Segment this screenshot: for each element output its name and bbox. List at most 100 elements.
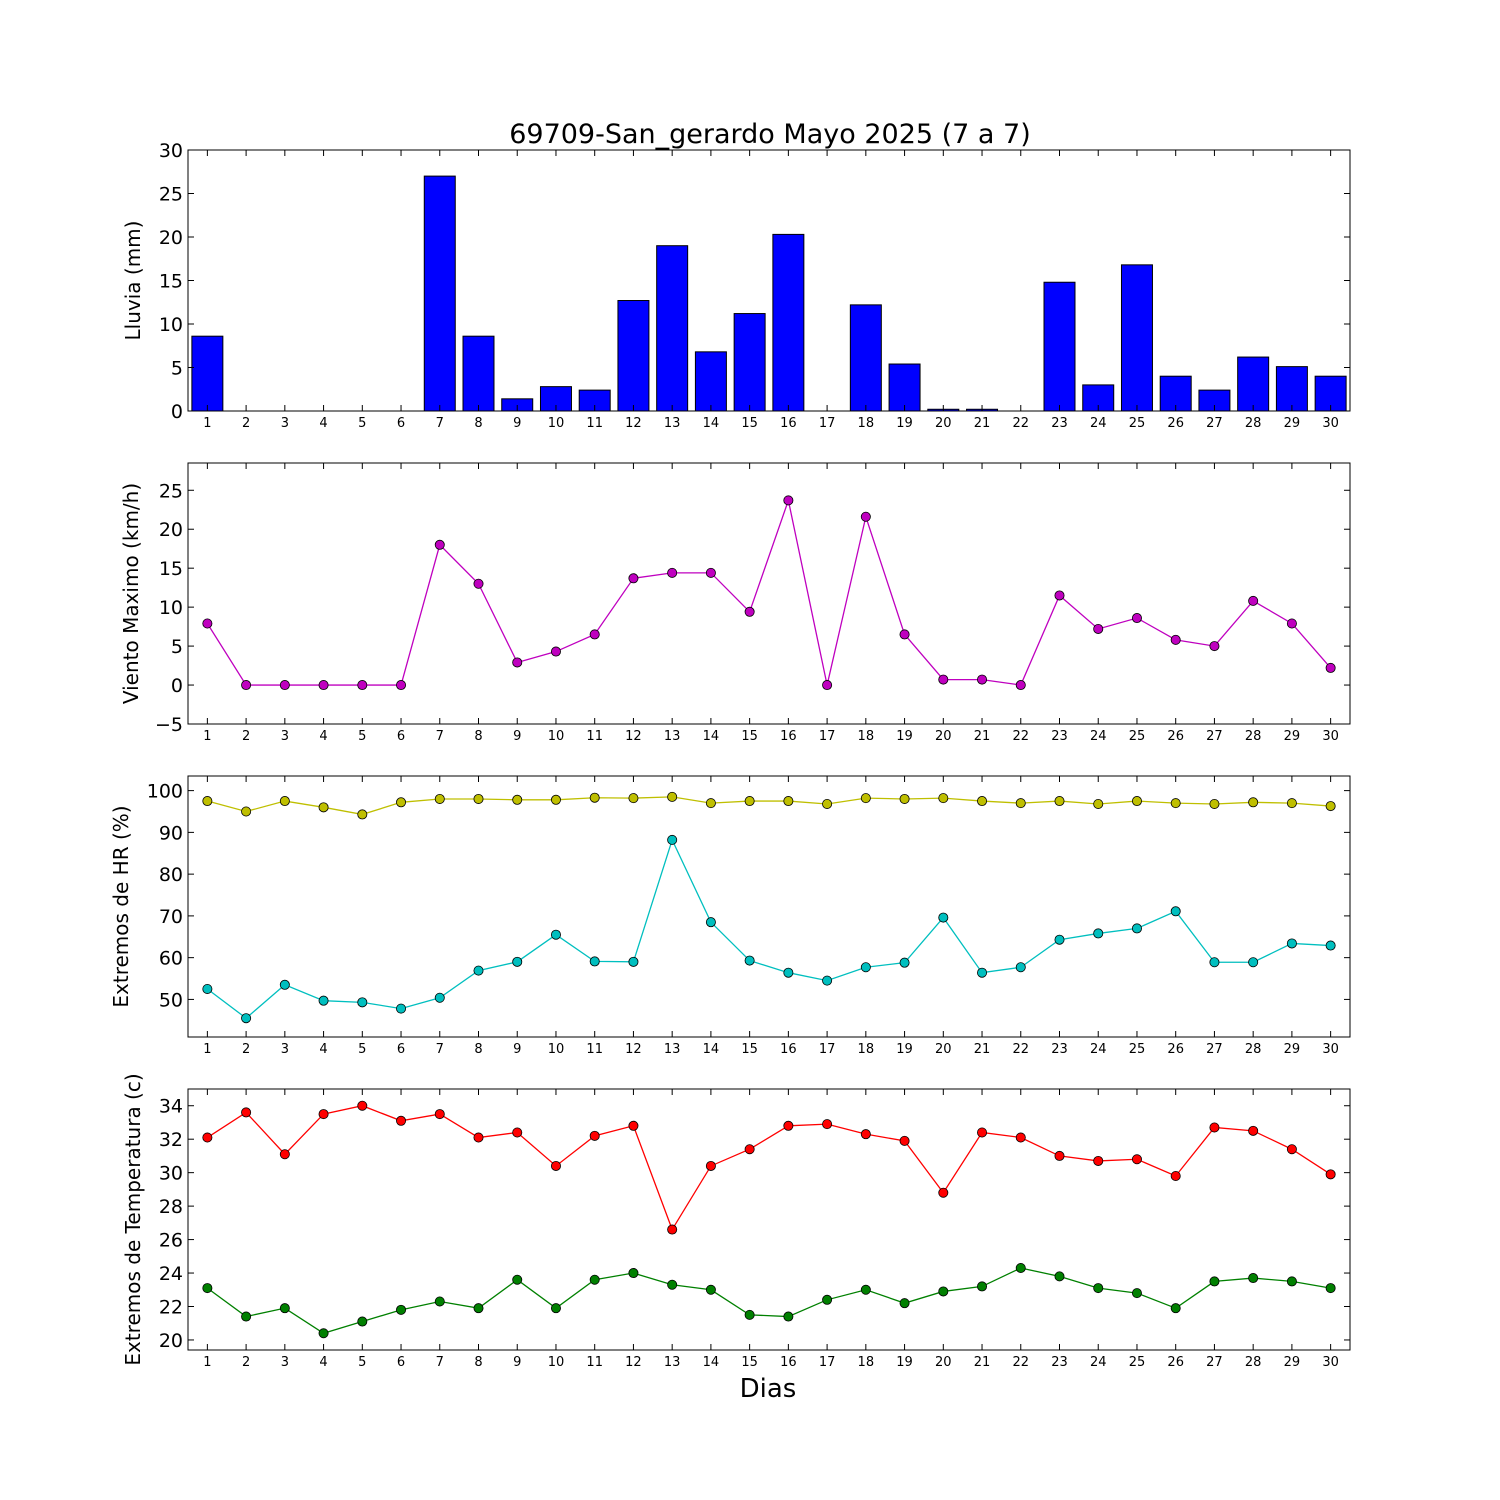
point-s2-day-9: [512, 1274, 523, 1285]
point-s1-day-30: [1325, 662, 1336, 673]
point-s2-day-15: [744, 955, 755, 966]
x-tick-label: 16: [780, 729, 797, 744]
x-tick-label: 28: [1245, 416, 1262, 431]
point-s1-day-22: [1015, 798, 1026, 809]
point-s2-day-25: [1131, 923, 1142, 934]
x-tick-label: 15: [741, 1042, 758, 1057]
x-tick-label: 2: [242, 1355, 250, 1370]
point-s1-day-1: [202, 618, 213, 629]
point-s1-day-26: [1170, 1171, 1181, 1182]
x-tick-label: 20: [935, 1042, 952, 1057]
x-tick-label: 28: [1245, 729, 1262, 744]
point-s1-day-3: [279, 680, 290, 691]
y-tick-label: 30: [159, 1163, 183, 1185]
plot-frame: [187, 1088, 1351, 1351]
y-tick-label: 15: [159, 271, 183, 293]
x-tick-label: 24: [1090, 1042, 1107, 1057]
x-tick-label: 29: [1284, 1042, 1301, 1057]
point-s2-day-21: [977, 1281, 988, 1292]
series-line-1: [207, 1105, 1331, 1232]
y-tick-label: 20: [159, 227, 183, 249]
plot-frame: [187, 462, 1351, 725]
x-tick-label: 14: [703, 729, 720, 744]
x-tick-label: 21: [974, 1355, 991, 1370]
x-tick-label: 29: [1284, 1355, 1301, 1370]
point-s1-day-28: [1248, 1125, 1259, 1136]
x-tick-label: 25: [1129, 1355, 1146, 1370]
point-s1-day-21: [977, 796, 988, 807]
y-tick-label: 10: [159, 597, 183, 619]
x-tick-label: 17: [819, 1355, 836, 1370]
point-s2-day-17: [822, 1294, 833, 1305]
x-tick-label: 20: [935, 1355, 952, 1370]
x-tick-label: 18: [858, 1355, 875, 1370]
series-line-2: [206, 838, 1331, 1020]
point-s2-day-4: [318, 1328, 329, 1339]
x-tick-label: 21: [974, 1042, 991, 1057]
point-s1-day-14: [705, 798, 716, 809]
x-tick-label: 12: [625, 1042, 642, 1057]
point-s1-day-13: [667, 567, 678, 578]
point-s1-day-12: [628, 1120, 639, 1131]
point-s1-day-10: [550, 794, 561, 805]
bar-day-12: [617, 300, 650, 412]
y-tick-label: −5: [155, 714, 183, 736]
point-s1-day-13: [667, 791, 678, 802]
point-s2-day-15: [744, 1309, 755, 1320]
bar-day-29: [1275, 366, 1308, 412]
y-tick-label: 5: [171, 636, 183, 658]
x-tick-label: 14: [703, 416, 720, 431]
point-s1-day-27: [1209, 641, 1220, 652]
bar-day-14: [694, 351, 727, 412]
x-tick-label: 9: [513, 729, 521, 744]
point-s1-day-22: [1015, 680, 1026, 691]
point-s2-day-23: [1054, 1271, 1065, 1282]
point-s2-day-27: [1209, 957, 1220, 968]
point-s1-day-20: [938, 793, 949, 804]
x-tick-label: 8: [474, 729, 482, 744]
y-tick-label: 34: [159, 1096, 183, 1118]
x-tick-label: 8: [474, 416, 482, 431]
x-tick-label: 17: [819, 416, 836, 431]
point-s2-day-14: [705, 917, 716, 928]
point-s1-day-4: [318, 802, 329, 813]
point-s1-day-19: [899, 1135, 910, 1146]
y-tick-label: 20: [159, 519, 183, 541]
point-s1-day-2: [241, 806, 252, 817]
x-tick-label: 14: [703, 1042, 720, 1057]
x-tick-label: 1: [203, 1042, 211, 1057]
point-s2-day-11: [589, 1274, 600, 1285]
x-tick-label: 30: [1322, 416, 1339, 431]
y-tick-label: 60: [159, 948, 183, 970]
bar-day-7: [423, 175, 456, 412]
x-tick-label: 5: [358, 1042, 366, 1057]
x-tick-label: 30: [1322, 729, 1339, 744]
x-tick-label: 23: [1051, 1042, 1068, 1057]
x-tick-label: 13: [664, 416, 681, 431]
point-s1-day-28: [1248, 595, 1259, 606]
point-s2-day-12: [628, 1268, 639, 1279]
series-line-1: [206, 497, 1332, 686]
point-s1-day-9: [512, 794, 523, 805]
point-s2-day-8: [473, 965, 484, 976]
x-tick-label: 12: [625, 416, 642, 431]
point-s1-day-29: [1286, 618, 1297, 629]
point-s1-day-3: [279, 796, 290, 807]
point-s1-day-24: [1093, 1155, 1104, 1166]
point-s1-day-5: [357, 1100, 368, 1111]
x-tick-label: 7: [436, 416, 444, 431]
x-tick-label: 20: [935, 416, 952, 431]
x-tick-label: 18: [858, 729, 875, 744]
point-s2-day-13: [667, 1279, 678, 1290]
x-tick-label: 24: [1090, 416, 1107, 431]
x-tick-label: 23: [1051, 729, 1068, 744]
point-s2-day-11: [589, 956, 600, 967]
point-s2-day-8: [473, 1303, 484, 1314]
point-s2-day-3: [279, 1303, 290, 1314]
y-tick-label: 80: [159, 864, 183, 886]
point-s2-day-10: [550, 1303, 561, 1314]
point-s1-day-12: [628, 573, 639, 584]
x-tick-label: 11: [586, 416, 603, 431]
x-tick-label: 16: [780, 1355, 797, 1370]
x-tick-label: 2: [242, 729, 250, 744]
